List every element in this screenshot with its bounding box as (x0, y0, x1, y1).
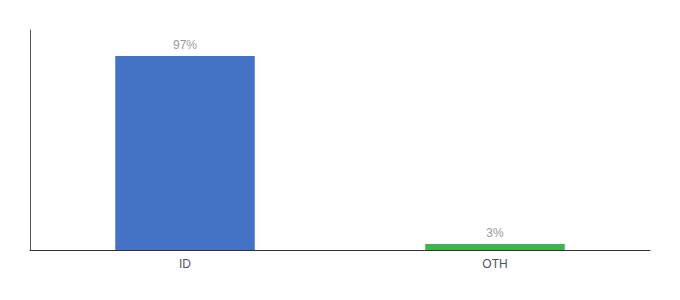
svg-text:OTH: OTH (482, 257, 507, 271)
svg-text:ID: ID (179, 257, 191, 271)
svg-text:97%: 97% (173, 38, 197, 52)
svg-text:3%: 3% (486, 226, 504, 240)
